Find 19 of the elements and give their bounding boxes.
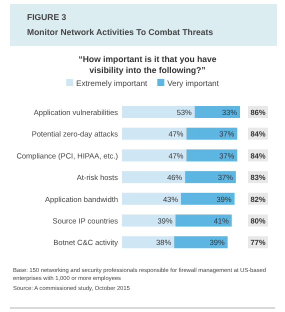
text: “How important is it that you have visibility into the following?” [78, 54, 217, 75]
bar [181, 192, 235, 205]
text: FIGURE 3 [27, 12, 66, 22]
bar [122, 149, 186, 162]
bar [122, 236, 174, 248]
bar [185, 171, 236, 184]
bar [186, 128, 238, 140]
bar [186, 149, 238, 162]
chart-subtitle: Monitor Network Activities To Combat Threats [27, 27, 214, 37]
bar [176, 214, 232, 226]
bar [194, 106, 240, 118]
bar [122, 171, 186, 184]
bar [122, 214, 176, 226]
legend-label: Very important [167, 79, 220, 88]
bar [122, 128, 186, 140]
legend-label: Extremely important [76, 79, 148, 88]
bar [122, 192, 181, 205]
bar [122, 106, 195, 118]
bar [174, 236, 228, 248]
